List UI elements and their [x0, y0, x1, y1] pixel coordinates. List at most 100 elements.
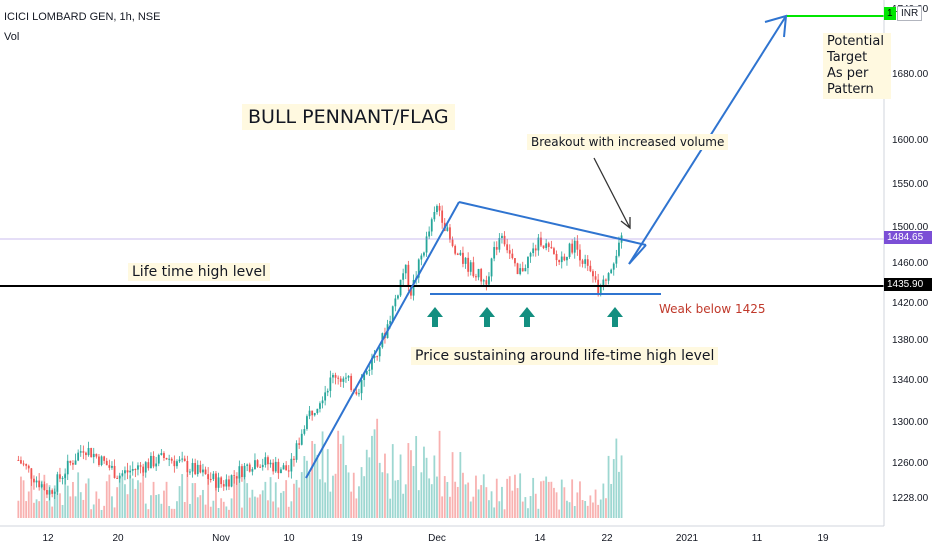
volume-bar	[368, 457, 371, 518]
candle-body	[358, 393, 360, 395]
candle-body	[407, 264, 410, 287]
volume-bar	[558, 509, 561, 518]
candle-body	[189, 471, 191, 473]
volume-bar	[204, 504, 207, 518]
volume-bar	[160, 503, 163, 518]
volume-bar	[586, 505, 589, 518]
volume-bar	[163, 490, 165, 518]
candle-body	[542, 245, 545, 249]
candle-body	[332, 374, 334, 378]
candle-body	[545, 243, 548, 249]
volume-bar	[477, 489, 480, 518]
volume-bar	[579, 481, 581, 518]
target-line-3: As per	[827, 66, 869, 81]
candle-body	[540, 237, 542, 246]
candle-body	[324, 392, 327, 401]
candle-body	[261, 464, 264, 468]
volume-bar	[555, 492, 558, 518]
volume-bar	[571, 479, 574, 518]
candle-body	[404, 264, 407, 274]
candle-body	[217, 477, 220, 488]
candle-body	[251, 469, 254, 472]
weak-below-annotation: Weak below 1425	[659, 302, 766, 316]
candle-body	[129, 470, 132, 473]
volume-bar	[521, 501, 524, 518]
volume-bar	[274, 482, 277, 518]
volume-bar	[326, 449, 329, 518]
candle-body	[563, 256, 566, 261]
volume-bar	[545, 476, 548, 518]
candle-body	[48, 490, 51, 495]
volume-bar	[316, 454, 319, 518]
volume-bar	[77, 472, 80, 518]
candle-body	[92, 453, 95, 458]
candle-body	[368, 369, 371, 371]
volume-bar	[293, 483, 295, 518]
candle-body	[550, 246, 553, 249]
candle-body	[228, 479, 230, 487]
candle-body	[337, 377, 340, 379]
volume-bar	[365, 449, 368, 518]
candle-body	[464, 257, 467, 264]
candle-body	[155, 463, 158, 467]
volume-bar	[568, 502, 571, 518]
target-arrowhead	[764, 14, 788, 38]
volume-bar	[137, 480, 139, 518]
volume-bar	[53, 485, 56, 518]
candle-body	[501, 235, 503, 239]
volume-bar	[581, 500, 584, 518]
volume-bar	[25, 501, 28, 518]
currency-button[interactable]: INR	[897, 6, 923, 21]
candle-body	[469, 262, 472, 272]
volume-bar	[186, 473, 189, 518]
time-tick-label: 10	[283, 533, 295, 544]
volume-bar	[152, 481, 155, 518]
volume-bar	[451, 452, 454, 518]
volume-label: Vol	[4, 31, 20, 43]
volume-bar	[464, 484, 467, 518]
candle-body	[30, 468, 33, 479]
time-tick-label: 11	[752, 533, 763, 544]
volume-bar	[480, 485, 483, 518]
candle-body	[85, 452, 87, 456]
volume-bar	[454, 481, 457, 518]
volume-bar	[441, 496, 444, 518]
volume-bar	[38, 501, 41, 518]
candle-body	[186, 460, 189, 473]
price-tick-label: 1500.00	[892, 222, 929, 233]
volume-bar	[134, 488, 137, 518]
volume-bar	[191, 483, 194, 518]
candle-body	[134, 469, 137, 471]
candle-body	[269, 462, 272, 465]
volume-bar	[59, 493, 61, 518]
candle-body	[66, 460, 69, 475]
volume-bar	[196, 497, 199, 518]
volume-bar	[420, 472, 423, 518]
candle-body	[20, 460, 22, 464]
candle-body	[490, 258, 493, 277]
target-line-2: Target	[827, 50, 868, 65]
candle-body	[495, 247, 498, 250]
pattern-title: BULL PENNANT/FLAG	[242, 104, 455, 130]
volume-bar	[308, 472, 311, 518]
volume-bar	[332, 475, 334, 518]
volume-bar	[576, 492, 579, 518]
candle-body	[290, 458, 293, 472]
volume-bar	[113, 507, 116, 518]
volume-bar	[131, 478, 134, 518]
volume-bar	[360, 467, 363, 518]
volume-bar	[594, 489, 597, 518]
volume-bar	[612, 459, 615, 518]
volume-bar	[599, 499, 602, 518]
candle-body	[144, 462, 147, 473]
volume-bar	[495, 478, 498, 518]
volume-bar	[527, 508, 529, 518]
chart-title: ICICI LOMBARD GEN, 1h, NSE	[4, 11, 161, 23]
volume-bar	[168, 506, 171, 518]
volume-bars	[17, 418, 623, 518]
volume-bar	[126, 494, 129, 518]
candle-body	[459, 252, 462, 255]
candle-body	[69, 460, 72, 463]
volume-bar	[404, 484, 407, 518]
